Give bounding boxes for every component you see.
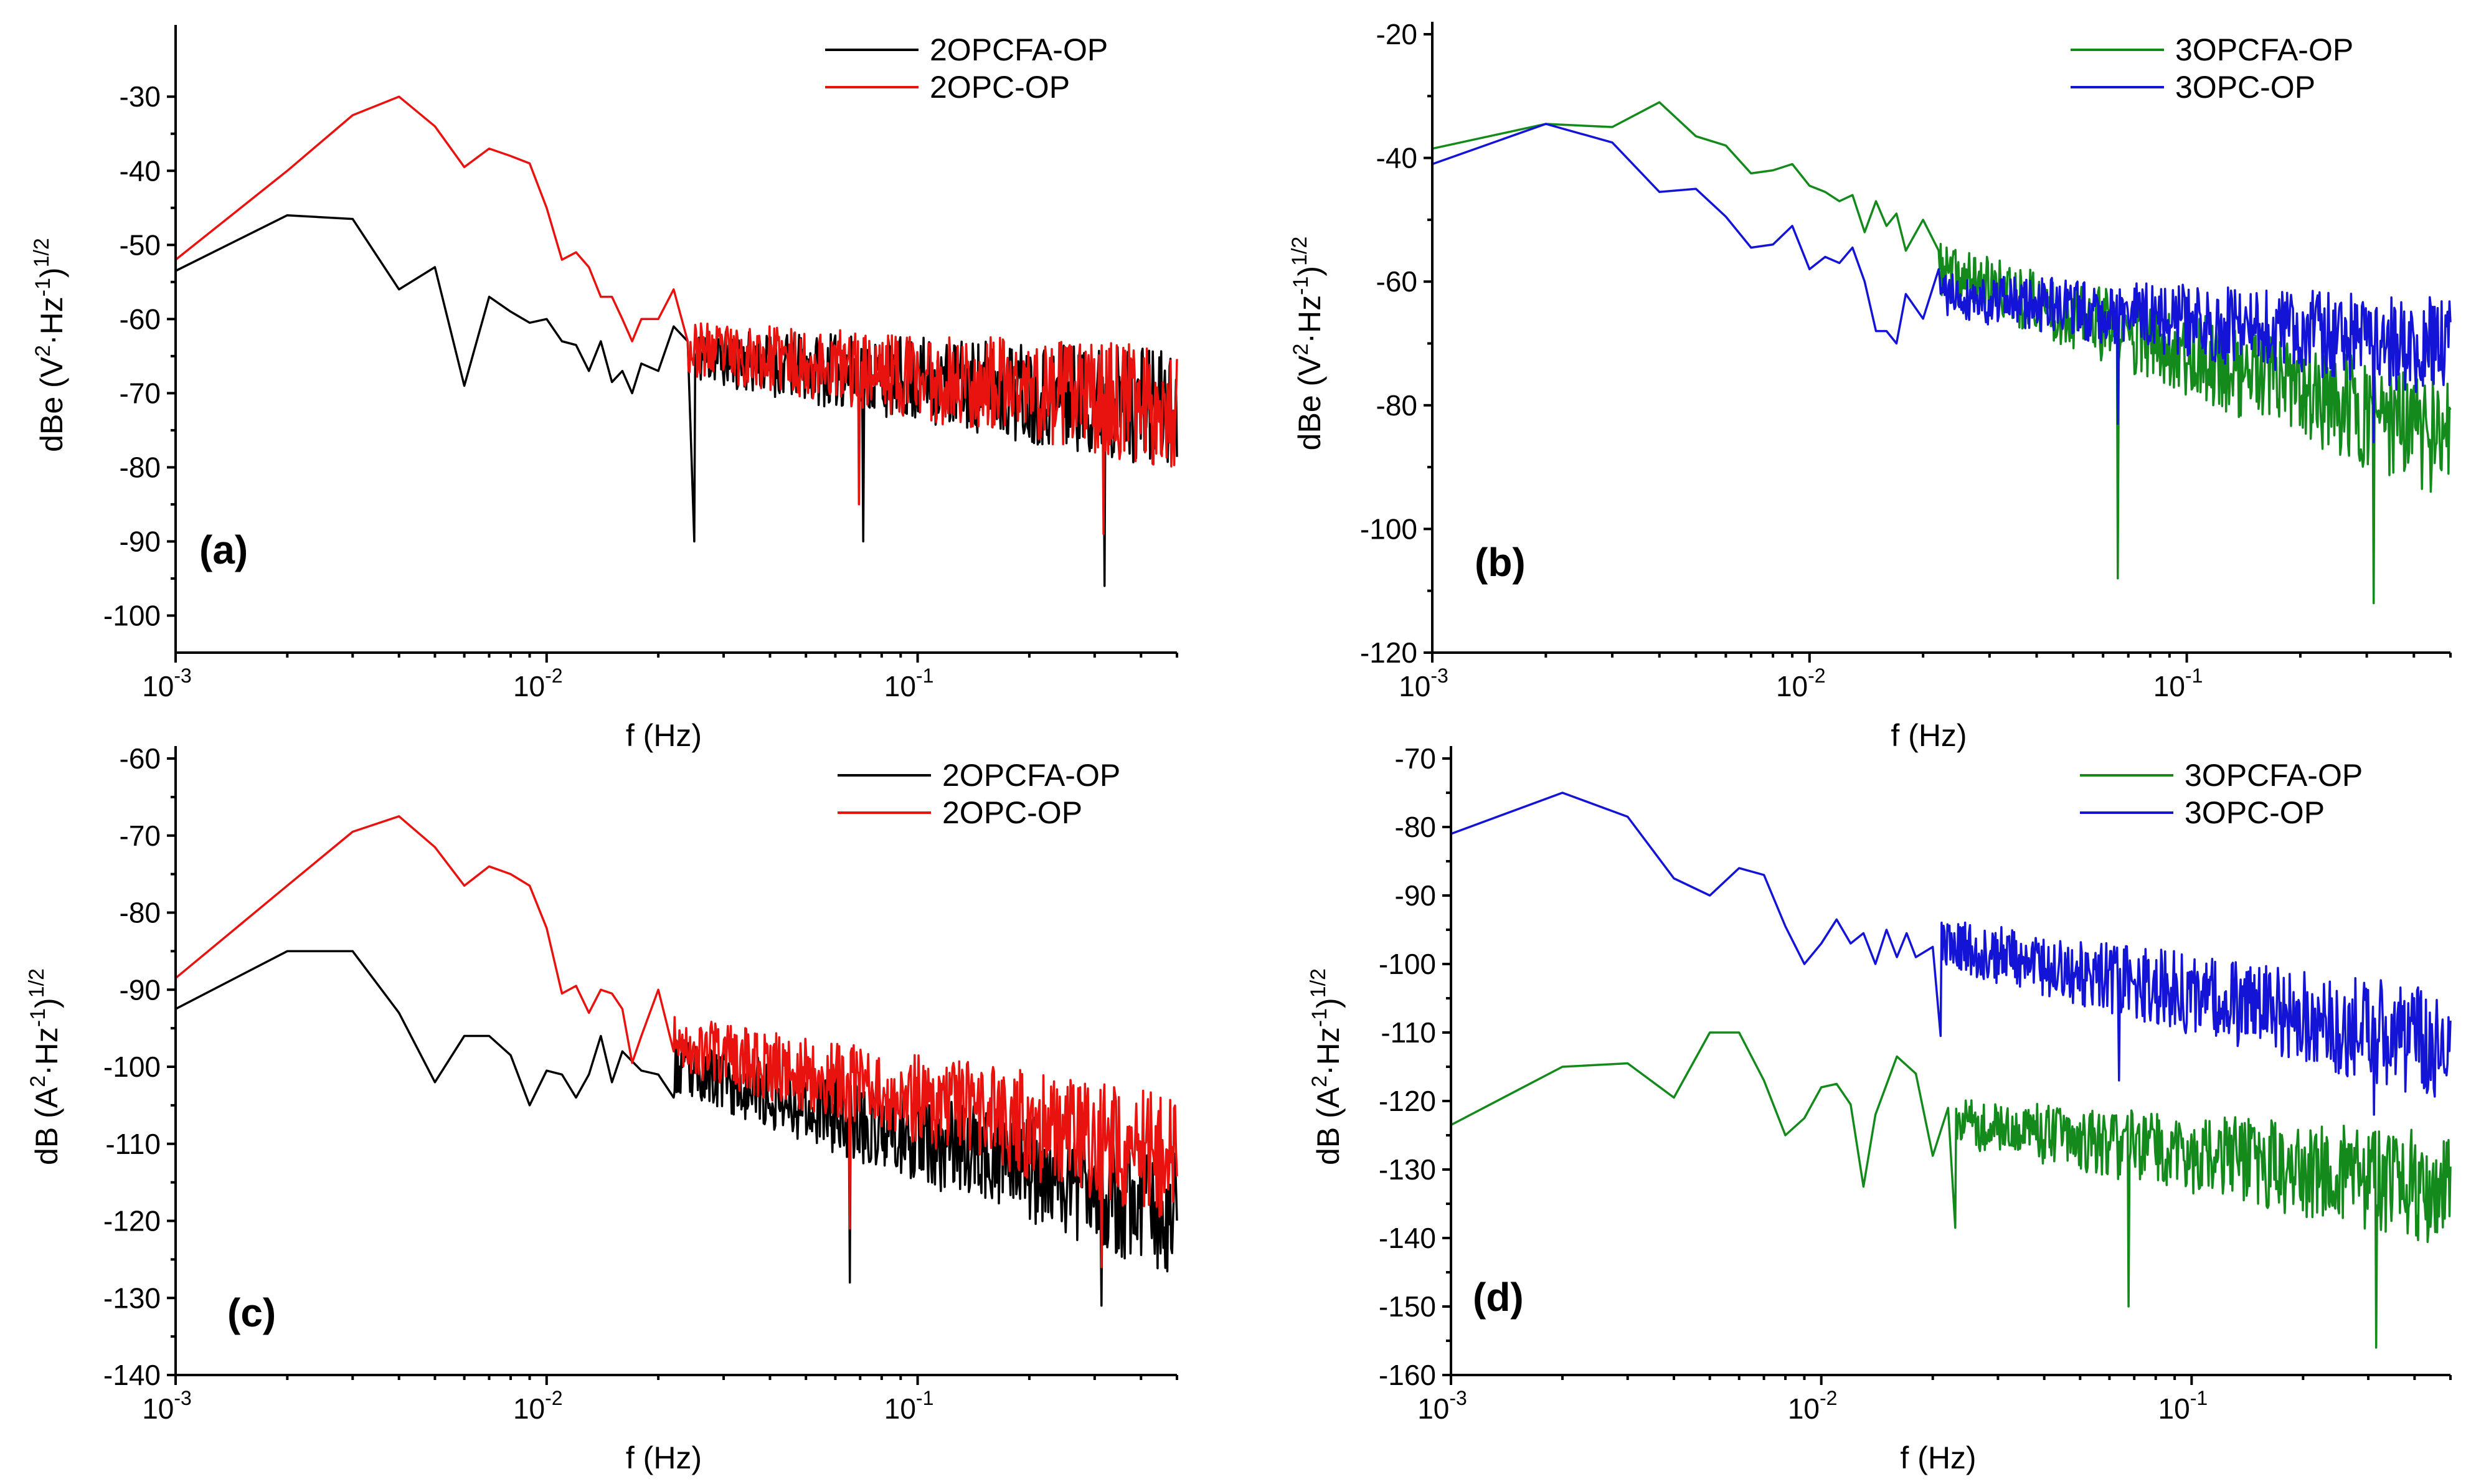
chart-3-ytick-label: -120 — [1379, 1085, 1436, 1117]
chart-0-series-2opc-op — [174, 95, 1178, 536]
chart-3-legend-label: 3OPCFA-OP — [2185, 758, 2363, 793]
chart-1-series-3opcfa-op — [1432, 101, 2452, 605]
chart-1-legend-label: 3OPCFA-OP — [2175, 32, 2353, 67]
chart-1: -120 -100 -80 -60 -40 -20 10-3 10-2 10-1 f (Hz) dB… — [1288, 18, 2452, 753]
chart-2-ytick-label: -140 — [103, 1359, 161, 1391]
chart-2-legend-label: 2OPC-OP — [942, 795, 1082, 830]
chart-2-ytick-label: -100 — [103, 1051, 161, 1083]
chart-3-xtick-label: 10-2 — [1788, 1387, 1838, 1425]
chart-0-ytick-label: -40 — [120, 154, 161, 187]
chart-2-ytick-label: -120 — [103, 1205, 161, 1237]
chart-1-x-title: f (Hz) — [1891, 718, 1967, 753]
chart-1-xtick-label: 10-1 — [2153, 664, 2203, 702]
chart-2-ytick-label: -110 — [105, 1128, 161, 1160]
chart-0-ytick-label: -80 — [120, 451, 161, 483]
chart-3-y-title: dB (A2·Hz-1)1/2 — [1306, 968, 1346, 1165]
chart-2-x-title: f (Hz) — [626, 1440, 702, 1475]
chart-0-legend-label: 2OPC-OP — [930, 70, 1070, 105]
chart-2-xtick-label: 10-3 — [142, 1387, 192, 1425]
chart-3-ytick-label: -140 — [1379, 1222, 1436, 1254]
chart-3: -160 -150 -140 -130 -120 -110 -100 -90 -80 -70 10-… — [1306, 742, 2452, 1475]
chart-0-legend-label: 2OPCFA-OP — [930, 32, 1108, 67]
chart-1-y-title: dBe (V2·Hz-1)1/2 — [1288, 237, 1327, 451]
chart-0-xtick-label: 10-1 — [884, 664, 934, 702]
chart-1-series-3opc-op — [1432, 123, 2452, 444]
chart-3-series-3opc-op — [1450, 792, 2452, 1116]
chart-3-ytick-label: -90 — [1395, 879, 1436, 912]
chart-3-ytick-label: -70 — [1395, 742, 1436, 775]
chart-3-legend-label: 3OPC-OP — [2185, 795, 2325, 830]
chart-0-ytick-label: -60 — [120, 303, 161, 335]
chart-1-legend-label: 3OPC-OP — [2175, 70, 2315, 105]
chart-2-ytick-label: -90 — [120, 973, 161, 1006]
chart-2-xtick-label: 10-2 — [513, 1387, 563, 1425]
chart-0-ytick-label: -70 — [120, 377, 161, 409]
chart-2-ytick-label: -80 — [120, 897, 161, 929]
chart-3-ytick-label: -100 — [1379, 948, 1436, 980]
chart-1-xtick-label: 10-3 — [1399, 664, 1448, 702]
chart-0: -100 -90 -80 -70 -60 -50 -40 -30 10-3 10-2 10-1 f (… — [30, 25, 1178, 753]
chart-2-y-title: dB (A2·Hz-1)1/2 — [25, 968, 64, 1165]
chart-3-xtick-label: 10-1 — [2158, 1387, 2208, 1425]
chart-3-x-title: f (Hz) — [1900, 1440, 1976, 1475]
chart-3-ytick-label: -110 — [1381, 1016, 1436, 1049]
chart-0-xtick-label: 10-3 — [142, 664, 192, 702]
chart-1-ytick-label: -40 — [1376, 142, 1417, 174]
chart-3-ytick-label: -80 — [1395, 811, 1436, 843]
chart-0-panel-label: (a) — [199, 527, 248, 572]
chart-1-xtick-label: 10-2 — [1776, 664, 1826, 702]
chart-2-ytick-label: -70 — [120, 820, 161, 852]
chart-0-ytick-label: -30 — [120, 80, 161, 113]
chart-0-x-title: f (Hz) — [626, 718, 702, 753]
chart-1-ytick-label: -20 — [1376, 18, 1417, 50]
chart-1-ytick-label: -80 — [1376, 389, 1417, 422]
chart-3-panel-label: (d) — [1473, 1275, 1524, 1320]
chart-3-ytick-label: -130 — [1379, 1153, 1436, 1186]
chart-3-ytick-label: -160 — [1379, 1359, 1436, 1391]
chart-0-y-title: dBe (V2·Hz-1)1/2 — [30, 238, 69, 452]
chart-1-ytick-label: -120 — [1360, 636, 1417, 669]
chart-1-ytick-label: -100 — [1360, 513, 1417, 545]
chart-0-ytick-label: -90 — [120, 525, 161, 557]
chart-1-ytick-label: -60 — [1376, 265, 1417, 298]
chart-2-legend-label: 2OPCFA-OP — [942, 758, 1120, 793]
chart-2-ytick-label: -60 — [120, 742, 161, 775]
chart-2-series-2opc-op — [174, 815, 1178, 1269]
chart-0-ytick-label: -100 — [103, 599, 161, 631]
chart-0-ytick-label: -50 — [120, 229, 161, 261]
chart-1-panel-label: (b) — [1475, 540, 1526, 585]
chart-2-ytick-label: -130 — [103, 1282, 161, 1314]
chart-3-series-3opcfa-op — [1450, 1031, 2452, 1349]
chart-0-xtick-label: 10-2 — [513, 664, 563, 702]
chart-3-ytick-label: -150 — [1379, 1290, 1436, 1323]
chart-2-panel-label: (c) — [227, 1290, 276, 1335]
chart-2-xtick-label: 10-1 — [884, 1387, 934, 1425]
chart-2: -140 -130 -120 -110 -100 -90 -80 -70 -60 10-3 10-2… — [25, 742, 1178, 1475]
chart-3-xtick-label: 10-3 — [1417, 1387, 1467, 1425]
